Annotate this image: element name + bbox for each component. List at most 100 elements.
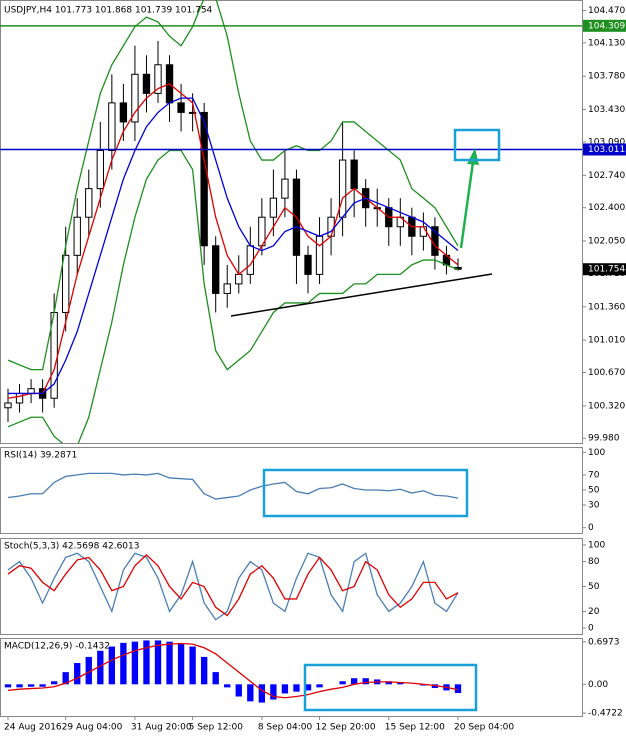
- chart-title: USDJPY,H4 101.773 101.868 101.739 101.75…: [4, 6, 213, 16]
- price-label-box: [583, 19, 626, 32]
- y-tick-label: 0.00: [588, 680, 608, 690]
- y-tick-label: 70: [588, 470, 600, 480]
- y-tick-label: 50: [588, 582, 600, 592]
- candle-body: [304, 254, 312, 275]
- panel-plot: [4, 640, 462, 703]
- price-label: 103.011: [588, 145, 625, 155]
- y-tick-label: 100: [588, 540, 605, 550]
- histogram-bar: [108, 646, 116, 685]
- histogram-bar: [270, 684, 277, 700]
- histogram-bar: [189, 646, 196, 685]
- histogram-bar: [350, 678, 358, 685]
- histogram-bar: [74, 662, 81, 685]
- candle-body: [85, 188, 93, 218]
- x-tick-label: 24 Aug 2016: [4, 723, 62, 733]
- y-tick-label: 0.6973: [588, 637, 620, 647]
- candle-body: [119, 102, 128, 123]
- candle-body: [108, 102, 116, 152]
- histogram-bar: [131, 641, 139, 685]
- y-tick-label: 102.050: [588, 237, 625, 247]
- histogram-bar: [397, 682, 404, 685]
- indicator-line: [7, 0, 459, 371]
- x-tick-label: 31 Aug 20:00: [131, 723, 192, 733]
- indicator-line: [8, 97, 459, 395]
- y-tick-label: 104.470: [588, 6, 625, 16]
- panel-title: Stoch(5,3,3) 42.5698 42.6013: [4, 542, 139, 552]
- histogram-bar: [362, 678, 369, 685]
- stoch-panel: [0, 538, 583, 635]
- indicator-line: [7, 554, 459, 617]
- price-label: 104.309: [588, 21, 625, 31]
- rsi-panel: [0, 447, 583, 534]
- y-tick-label: 0: [588, 523, 594, 533]
- histogram-bar: [50, 681, 58, 685]
- indicator-line: [7, 83, 459, 399]
- candle-body: [131, 73, 139, 123]
- candle-body: [269, 197, 278, 218]
- candle-body: [27, 388, 35, 394]
- macd-box: [303, 663, 478, 712]
- histogram-bar: [281, 684, 289, 694]
- histogram-bar: [39, 684, 46, 687]
- histogram-bar: [85, 656, 92, 685]
- candle-body: [338, 159, 347, 218]
- rsi-box: [262, 468, 469, 518]
- histogram-bar: [120, 642, 127, 685]
- y-tick-label: 103.780: [588, 72, 625, 82]
- panel-plot: [7, 472, 459, 500]
- x-tick-label: 8 Sep 04:00: [258, 723, 313, 733]
- candle-body: [315, 235, 324, 275]
- price-label-box: [583, 263, 626, 276]
- y-tick-label: 101.360: [588, 302, 625, 312]
- candle-body: [200, 111, 208, 247]
- histogram-bar: [212, 672, 219, 685]
- histogram-bar: [97, 650, 104, 685]
- candle-body: [96, 150, 104, 190]
- candle-body: [154, 64, 162, 94]
- histogram-bar: [177, 644, 185, 685]
- candle-body: [188, 111, 197, 114]
- y-tick-label: 100.320: [588, 401, 625, 411]
- candle-body: [281, 178, 289, 199]
- histogram-bar: [247, 684, 254, 702]
- candle-body: [73, 216, 81, 256]
- candle-body: [15, 392, 24, 404]
- target-box: [453, 128, 501, 162]
- histogram-bar: [16, 684, 23, 688]
- indicator-line: [7, 472, 459, 500]
- panel-title: RSI(14) 39.2871: [4, 451, 77, 461]
- histogram-bar: [339, 681, 346, 685]
- candle-body: [177, 102, 185, 113]
- histogram-bar: [166, 641, 173, 685]
- y-tick-label: 80: [588, 557, 600, 567]
- indicator-line: [7, 149, 459, 443]
- y-tick-label: 100: [588, 448, 605, 458]
- y-tick-label: 104.130: [588, 38, 625, 48]
- candle-body: [62, 254, 70, 313]
- y-tick-label: 103.090: [588, 137, 625, 147]
- histogram-bar: [154, 640, 162, 685]
- histogram-bar: [62, 672, 69, 685]
- y-tick-label: 103.430: [588, 105, 625, 115]
- histogram-bar: [27, 684, 35, 687]
- panel-plot: [7, 552, 459, 621]
- histogram-bar: [235, 684, 242, 697]
- y-tick-label: 20: [588, 607, 600, 617]
- x-tick-label: 12 Sep 20:00: [316, 723, 376, 733]
- x-tick-label: 5 Sep 12:00: [189, 723, 244, 733]
- histogram-bar: [258, 684, 266, 703]
- y-tick-label: 99.980: [588, 434, 620, 444]
- candle-body: [4, 402, 12, 409]
- y-tick-label: 102.740: [588, 171, 625, 181]
- histogram-bar: [454, 684, 462, 694]
- indicator-line: [7, 642, 459, 699]
- y-tick-label: 100.670: [588, 368, 625, 378]
- candle-body: [350, 159, 358, 190]
- plot-layer: [0, 0, 582, 703]
- y-tick-label: -0.4722: [588, 709, 623, 719]
- histogram-bar: [4, 684, 12, 688]
- candle-body: [223, 283, 231, 294]
- x-tick-label: 15 Sep 12:00: [385, 723, 445, 733]
- histogram-bar: [304, 684, 312, 691]
